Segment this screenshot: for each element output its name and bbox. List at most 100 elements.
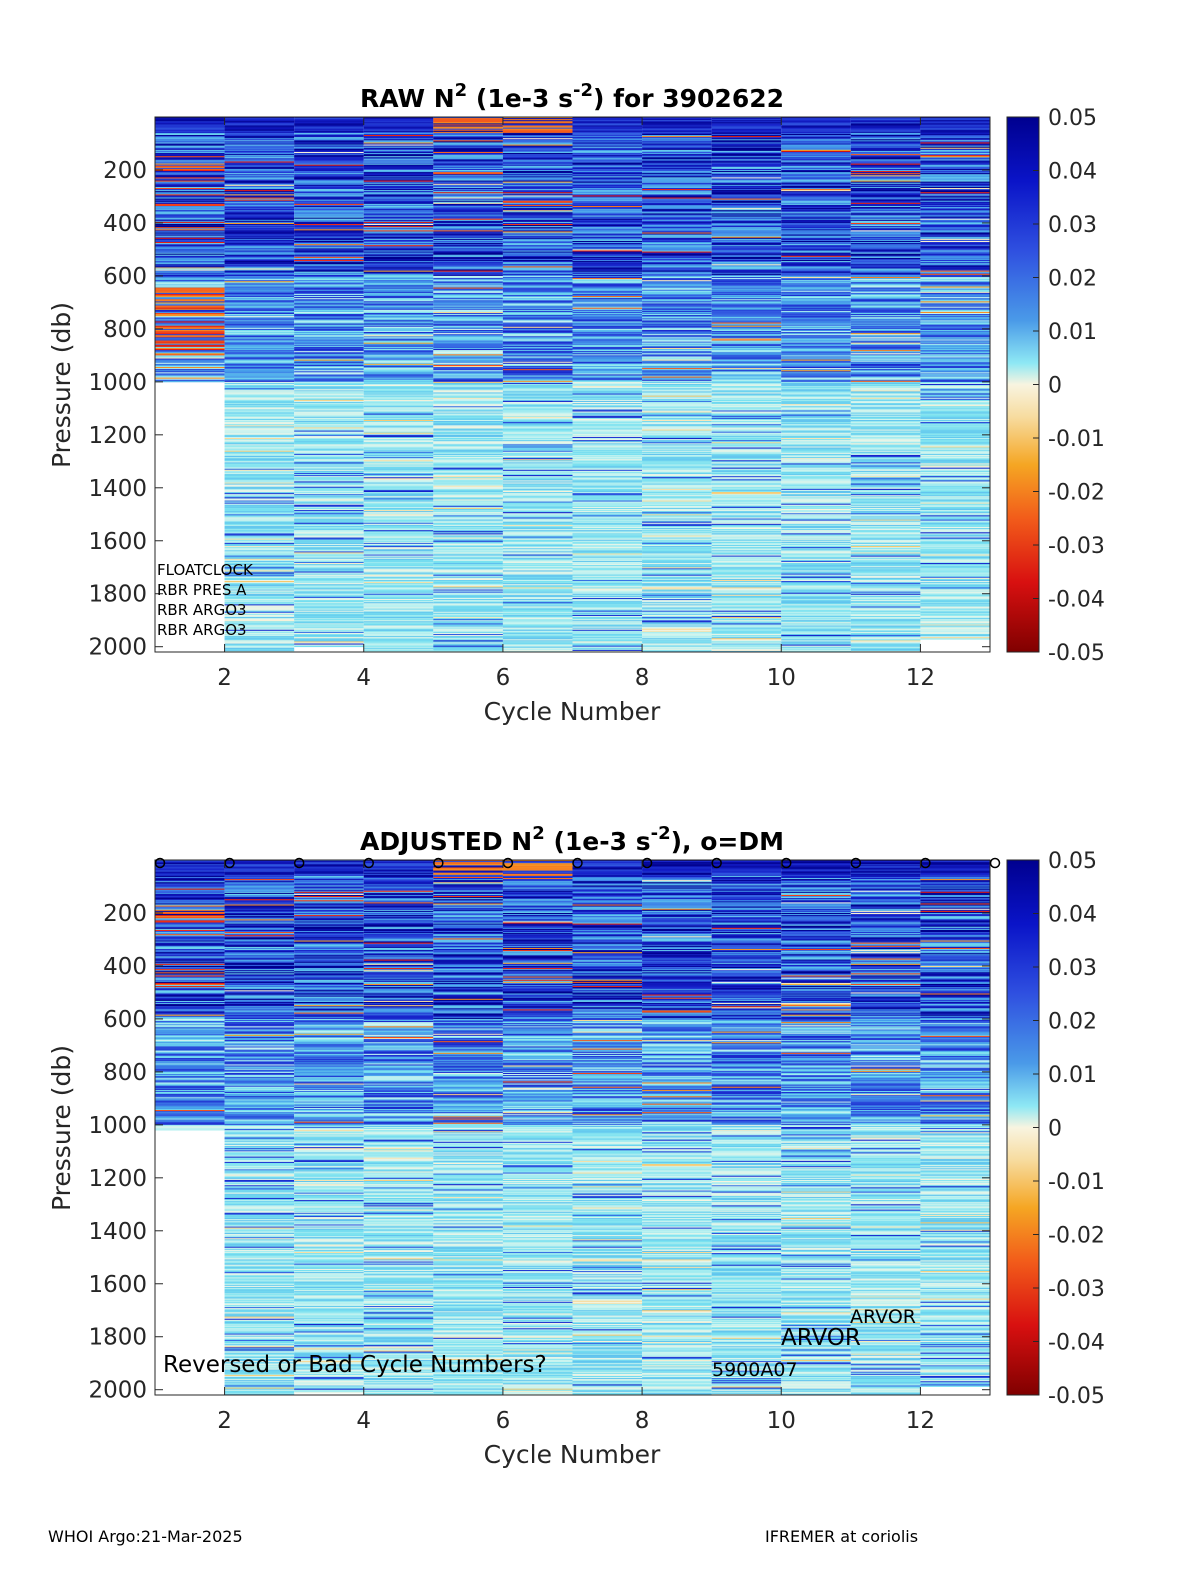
heatmap-cell: [224, 146, 295, 149]
heatmap-cell: [433, 524, 503, 527]
heatmap-cell: [502, 246, 573, 248]
heatmap-cell: [433, 492, 503, 494]
heatmap-cell: [294, 124, 364, 126]
heatmap-cell: [224, 179, 295, 181]
heatmap-cell: [502, 649, 573, 652]
heatmap-cell: [502, 347, 573, 350]
heatmap-cell: [781, 400, 851, 403]
heatmap-cell: [711, 177, 782, 179]
heatmap-cell: [224, 315, 295, 317]
heatmap-cell: [572, 175, 643, 177]
heatmap-cell: [642, 293, 712, 296]
heatmap-cell: [224, 403, 295, 405]
heatmap-cell: [363, 454, 434, 457]
heatmap-cell: [294, 158, 364, 160]
heatmap-cell: [294, 378, 364, 381]
heatmap-cell: [642, 410, 712, 412]
heatmap-cell: [572, 323, 643, 326]
heatmap-cell: [572, 314, 643, 316]
heatmap-cell: [224, 579, 295, 582]
heatmap-cell: [363, 171, 434, 173]
heatmap-cell: [433, 648, 503, 651]
heatmap-cell: [502, 492, 573, 494]
heatmap-cell: [363, 603, 434, 605]
heatmap-cell: [642, 274, 712, 277]
heatmap-cell: [433, 128, 503, 131]
heatmap-cell: [781, 285, 851, 287]
heatmap-cell: [572, 460, 643, 462]
heatmap-cell: [711, 563, 782, 565]
heatmap-cell: [572, 199, 643, 202]
heatmap-cell: [433, 570, 503, 572]
heatmap-cell: [224, 128, 295, 131]
heatmap-cell: [294, 119, 364, 121]
heatmap-cell: [572, 265, 643, 267]
heatmap-cell: [294, 358, 364, 360]
heatmap-cell: [224, 180, 295, 183]
heatmap-cell: [502, 474, 573, 476]
heatmap-cell: [711, 117, 782, 119]
heatmap-cell: [642, 485, 712, 488]
heatmap-cell: [502, 309, 573, 312]
heatmap-cell: [711, 409, 782, 411]
heatmap-cell: [502, 131, 573, 134]
heatmap-cell: [363, 287, 434, 290]
heatmap-cell: [433, 145, 503, 148]
heatmap-cell: [850, 322, 921, 324]
heatmap-cell: [363, 325, 434, 328]
heatmap-cell: [711, 608, 782, 611]
heatmap-cell: [224, 533, 295, 535]
heatmap-cell: [572, 254, 643, 257]
heatmap-cell: [502, 475, 573, 477]
heatmap-cell: [433, 472, 503, 475]
heatmap-cell: [433, 532, 503, 534]
heatmap-cell: [363, 359, 434, 362]
heatmap-cell: [363, 227, 434, 229]
heatmap-cell: [642, 442, 712, 444]
heatmap-cell: [502, 336, 573, 338]
heatmap-cell: [294, 212, 364, 214]
heatmap-cell: [155, 254, 225, 257]
heatmap-cell: [294, 351, 364, 353]
heatmap-cell: [642, 643, 712, 645]
heatmap-cell: [502, 522, 573, 525]
heatmap-cell: [502, 391, 573, 393]
heatmap-cell: [850, 213, 921, 215]
heatmap-cell: [294, 424, 364, 426]
heatmap-cell: [363, 443, 434, 445]
heatmap-cell: [433, 636, 503, 638]
heatmap-cell: [363, 570, 434, 572]
heatmap-cell: [572, 225, 643, 227]
heatmap-cell: [433, 258, 503, 261]
heatmap-cell: [433, 149, 503, 152]
heatmap-cell: [781, 432, 851, 435]
heatmap-cell: [155, 236, 225, 239]
heatmap-cell: [363, 336, 434, 338]
heatmap-cell: [781, 169, 851, 172]
heatmap-cell: [642, 161, 712, 163]
heatmap-cell: [224, 415, 295, 418]
heatmap-cell: [294, 130, 364, 133]
heatmap-cell: [294, 632, 364, 635]
heatmap-cell: [711, 440, 782, 442]
heatmap-cell: [781, 438, 851, 440]
heatmap-cell: [711, 555, 782, 558]
heatmap-cell: [224, 213, 295, 215]
heatmap-cell: [781, 615, 851, 618]
heatmap-cell: [433, 644, 503, 647]
heatmap-cell: [224, 163, 295, 166]
heatmap-cell: [711, 641, 782, 643]
heatmap-cell: [572, 640, 643, 642]
heatmap-cell: [642, 474, 712, 476]
heatmap-cell: [572, 433, 643, 436]
heatmap-cell: [502, 505, 573, 508]
heatmap-cell: [294, 374, 364, 376]
heatmap-cell: [711, 161, 782, 163]
heatmap-cell: [502, 504, 573, 507]
heatmap-cell: [642, 354, 712, 356]
heatmap-cell: [572, 519, 643, 522]
heatmap-cell: [572, 417, 643, 420]
heatmap-cell: [224, 434, 295, 437]
heatmap-cell: [711, 199, 782, 202]
heatmap-cell: [572, 515, 643, 517]
